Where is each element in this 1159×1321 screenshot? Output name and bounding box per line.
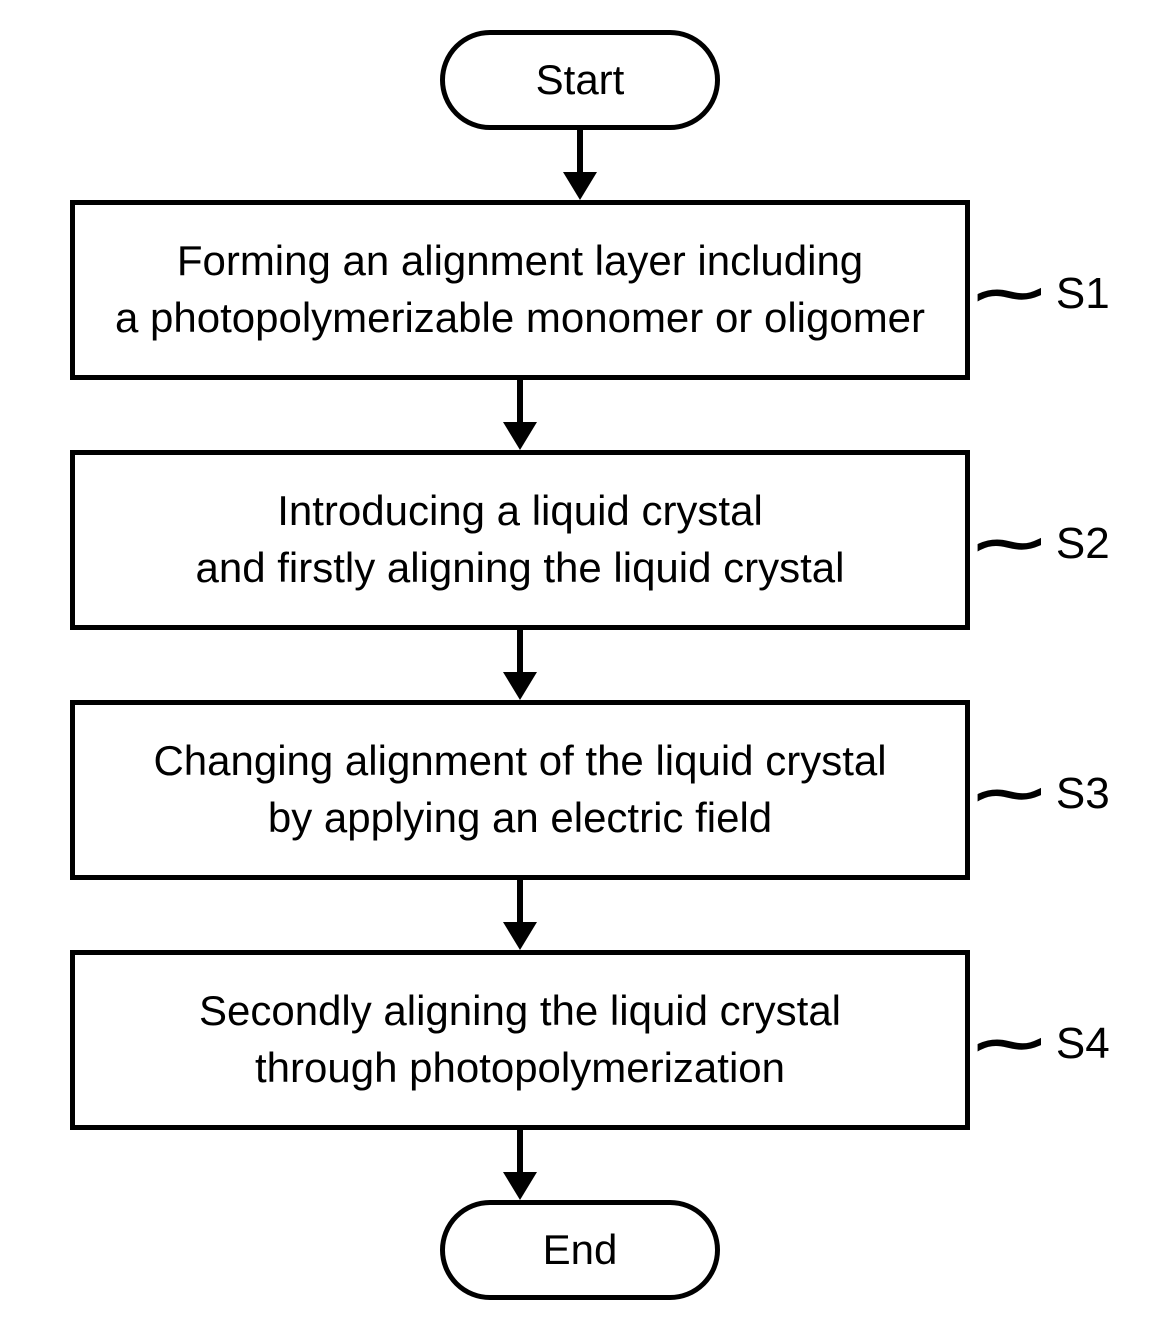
arrow-after-s4 — [70, 1130, 970, 1200]
arrow-after-s3 — [70, 880, 970, 950]
step-id: S4 — [1056, 1019, 1110, 1068]
end-terminal: End — [440, 1200, 720, 1300]
process-text-line: through photopolymerization — [75, 1040, 965, 1097]
process-step-s1: Forming an alignment layer includinga ph… — [70, 200, 970, 380]
arrow-icon — [503, 380, 537, 450]
process-text-line: and firstly aligning the liquid crystal — [75, 540, 965, 597]
process-step-s2: Introducing a liquid crystaland firstly … — [70, 450, 970, 630]
connector-tilde-icon: ∼ — [969, 1005, 1050, 1082]
arrow-icon — [503, 880, 537, 950]
process-step-s4: Secondly aligning the liquid crystalthro… — [70, 950, 970, 1130]
process-text-line: by applying an electric field — [75, 790, 965, 847]
step-label-s1: ∼S1 — [973, 264, 1110, 323]
step-id: S1 — [1056, 269, 1110, 318]
process-text-line: Secondly aligning the liquid crystal — [75, 983, 965, 1040]
connector-tilde-icon: ∼ — [969, 255, 1050, 332]
step-id: S3 — [1056, 769, 1110, 818]
step-label-s3: ∼S3 — [973, 764, 1110, 823]
step-label-s4: ∼S4 — [973, 1014, 1110, 1073]
process-text-line: Forming an alignment layer including — [75, 233, 965, 290]
start-terminal: Start — [440, 30, 720, 130]
process-text-line: Changing alignment of the liquid crystal — [75, 733, 965, 790]
arrow-icon — [503, 630, 537, 700]
process-step-s3: Changing alignment of the liquid crystal… — [70, 700, 970, 880]
arrow-icon — [503, 1130, 537, 1200]
arrow-after-s2 — [70, 630, 970, 700]
flowchart-steps: Forming an alignment layer includinga ph… — [70, 200, 1090, 1200]
step-label-s2: ∼S2 — [973, 514, 1110, 573]
arrow-after-start — [70, 130, 1090, 200]
flowchart-container: Start Forming an alignment layer includi… — [70, 30, 1090, 1300]
process-text-line: Introducing a liquid crystal — [75, 483, 965, 540]
start-label: Start — [536, 56, 625, 104]
end-label: End — [543, 1226, 618, 1274]
connector-tilde-icon: ∼ — [969, 505, 1050, 582]
process-text-line: a photopolymerizable monomer or oligomer — [75, 290, 965, 347]
arrow-icon — [563, 130, 597, 200]
step-id: S2 — [1056, 519, 1110, 568]
connector-tilde-icon: ∼ — [969, 755, 1050, 832]
arrow-after-s1 — [70, 380, 970, 450]
